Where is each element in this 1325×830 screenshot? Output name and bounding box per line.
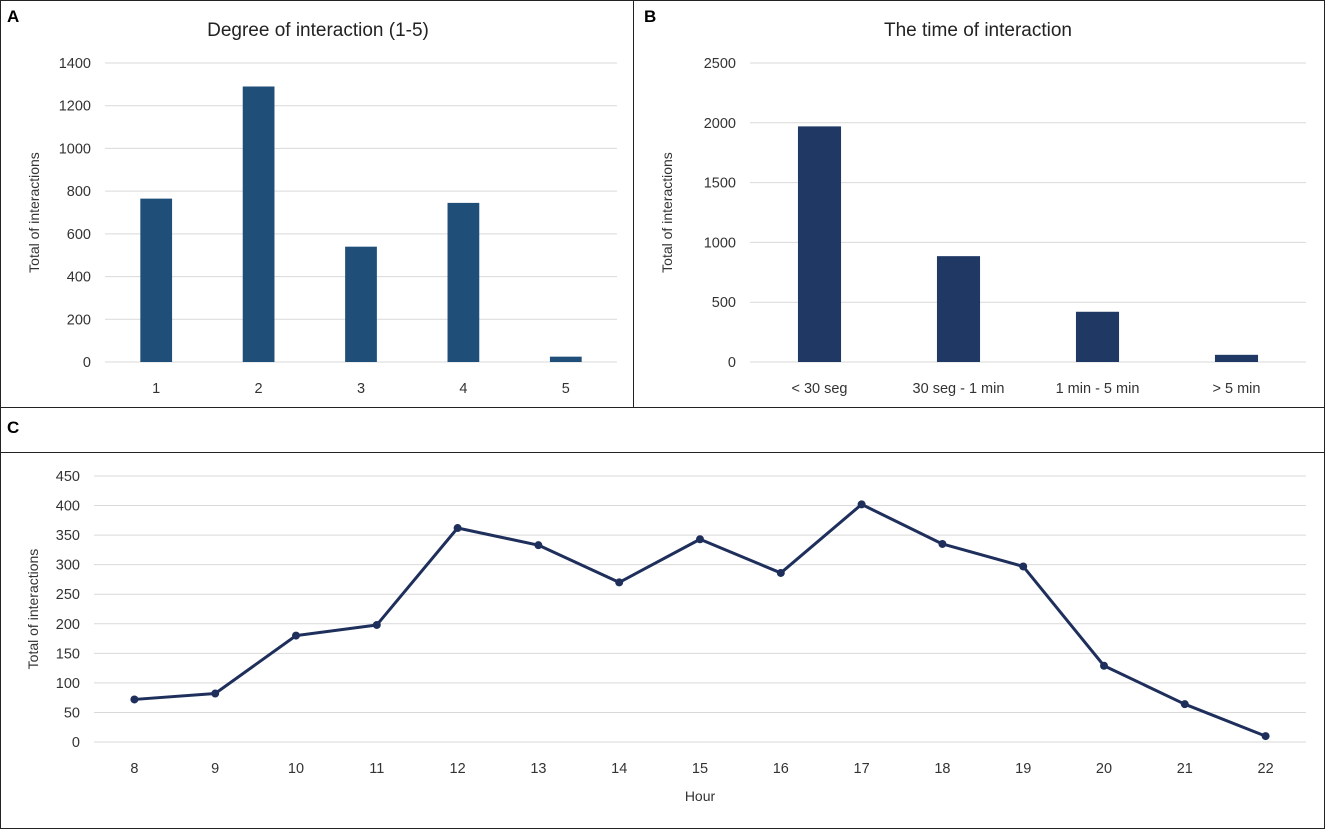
bar-5 <box>549 356 582 362</box>
data-point-13 <box>534 541 543 550</box>
panel-b-label: B <box>644 7 657 26</box>
y-tick-label: 1500 <box>704 176 736 192</box>
y-tick-label: 400 <box>56 499 80 515</box>
x-tick-label: 9 <box>211 761 219 777</box>
data-point-8 <box>130 695 139 704</box>
x-tick-label: 8 <box>130 761 138 777</box>
x-tick-label: 2 <box>255 381 263 397</box>
y-tick-label: 450 <box>56 469 80 485</box>
x-tick-label: 5 <box>562 381 570 397</box>
panel-c-header: C <box>0 407 1325 454</box>
y-tick-label: 800 <box>67 184 91 200</box>
bar-1 <box>140 198 173 362</box>
x-tick-label: 1 <box>152 381 160 397</box>
bar-3 <box>345 246 377 362</box>
data-point-9 <box>211 689 220 698</box>
y-tick-label: 300 <box>56 558 80 574</box>
bar-2 <box>936 256 981 362</box>
panel-b: B The time of interaction 0 500 1000 1500 200… <box>633 0 1325 409</box>
data-point-15 <box>696 535 704 544</box>
data-point-18 <box>938 539 947 548</box>
y-tick-label: 1000 <box>59 141 91 157</box>
data-point-20 <box>1100 661 1108 670</box>
x-tick-label: 13 <box>530 761 546 777</box>
x-tick-label: 14 <box>611 761 627 777</box>
x-tick-label: > 5 min <box>1213 381 1261 397</box>
y-tick-label: 100 <box>56 676 80 692</box>
y-tick-label: 1400 <box>59 56 91 72</box>
data-point-16 <box>776 568 785 577</box>
x-tick-label: 30 seg - 1 min <box>913 381 1005 397</box>
x-tick-label: 17 <box>854 761 870 777</box>
data-point-17 <box>857 500 866 509</box>
panel-c-label: C <box>7 418 20 437</box>
x-tick-label: 20 <box>1096 761 1112 777</box>
x-tick-label: 19 <box>1015 761 1031 777</box>
y-tick-label: 250 <box>56 587 80 603</box>
y-tick-label: 600 <box>67 227 91 243</box>
data-point-19 <box>1019 562 1028 571</box>
y-tick-label: 1000 <box>704 235 736 251</box>
x-tick-label: 18 <box>934 761 950 777</box>
x-axis-label: Hour <box>685 788 716 804</box>
x-tick-label: 3 <box>357 381 365 397</box>
x-tick-label: < 30 seg <box>791 381 847 397</box>
y-tick-label: 350 <box>56 528 80 544</box>
y-tick-label: 200 <box>56 617 80 633</box>
y-tick-label: 2000 <box>704 116 736 132</box>
x-tick-label: 15 <box>692 761 708 777</box>
x-tick-label: 16 <box>773 761 789 777</box>
y-tick-label: 1200 <box>59 99 91 115</box>
chart-c: 0 50 100 150 200 250 300 350 400 450 Total of inte… <box>25 469 1306 804</box>
bar-4 <box>447 202 480 362</box>
y-tick-label: 2500 <box>704 56 736 72</box>
data-point-22 <box>1261 732 1270 741</box>
data-point-12 <box>453 524 462 533</box>
y-tick-label: 150 <box>56 646 80 662</box>
y-tick-label: 500 <box>712 295 736 311</box>
bar-1 <box>797 126 842 362</box>
y-tick-label: 400 <box>67 270 91 286</box>
data-point-14 <box>615 578 624 587</box>
x-tick-label: 12 <box>450 761 466 777</box>
chart-a: Degree of interaction (1-5) 0 200 400 600 800… <box>26 20 617 397</box>
bar-2 <box>242 86 275 362</box>
chart-b: The time of interaction 0 500 1000 1500 2000 2… <box>659 20 1306 397</box>
y-tick-label: 0 <box>72 735 80 751</box>
x-tick-label: 22 <box>1258 761 1274 777</box>
data-point-21 <box>1180 700 1189 709</box>
panel-a: A Degree of interaction (1-5) 0 200 400 600 8… <box>0 0 635 409</box>
bar-4 <box>1214 354 1259 362</box>
y-axis-label: Total of interactions <box>26 152 42 273</box>
panel-a-label: A <box>7 7 20 26</box>
y-tick-label: 200 <box>67 312 91 328</box>
panel-c: 0 50 100 150 200 250 300 350 400 450 Total of inte… <box>0 452 1325 829</box>
x-tick-label: 10 <box>288 761 304 777</box>
y-axis-label: Total of interactions <box>25 549 41 670</box>
data-point-10 <box>292 631 300 640</box>
x-tick-label: 21 <box>1177 761 1193 777</box>
y-tick-label: 0 <box>728 355 736 371</box>
y-tick-label: 0 <box>83 355 91 371</box>
x-tick-label: 11 <box>369 761 384 777</box>
chart-title: The time of interaction <box>884 20 1072 41</box>
bar-3 <box>1075 311 1120 362</box>
y-tick-label: 50 <box>64 705 80 721</box>
x-tick-label: 1 min - 5 min <box>1056 381 1140 397</box>
x-tick-label: 4 <box>459 381 467 397</box>
data-point-11 <box>372 620 381 629</box>
chart-title: Degree of interaction (1-5) <box>207 20 429 41</box>
y-axis-label: Total of interactions <box>659 152 675 273</box>
